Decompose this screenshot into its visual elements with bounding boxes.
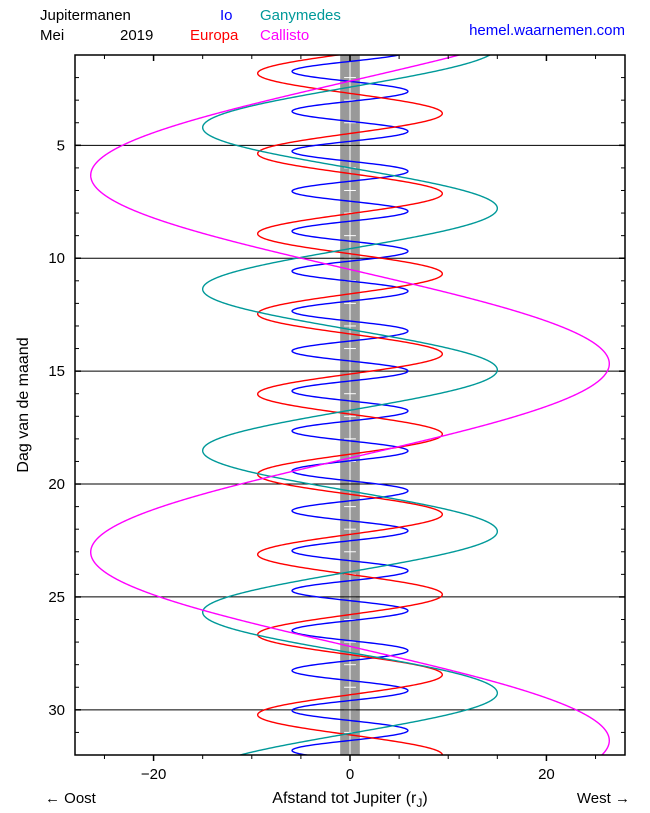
legend-io: Io <box>220 7 233 24</box>
arrow-east: ← Oost <box>45 790 97 807</box>
legend-callisto: Callisto <box>260 27 309 44</box>
ytick-label: 5 <box>57 137 65 154</box>
legend-ganymedes: Ganymedes <box>260 7 341 24</box>
ytick-label: 15 <box>48 363 65 380</box>
chart-background <box>0 0 650 813</box>
title-line1: Jupitermanen <box>40 7 131 24</box>
xtick-label: 0 <box>346 766 354 783</box>
xtick-label: 20 <box>538 766 555 783</box>
ytick-label: 20 <box>48 476 65 493</box>
arrow-west: West → <box>577 790 630 807</box>
y-axis-label: Dag van de maand <box>15 337 32 472</box>
ytick-label: 25 <box>48 589 65 606</box>
ytick-label: 10 <box>48 250 65 267</box>
legend-europa: Europa <box>190 27 239 44</box>
credit-link: hemel.waarnemen.com <box>469 22 625 39</box>
ytick-label: 30 <box>48 702 65 719</box>
jupiter-moons-chart: Jupitermanen Mei 2019 Io Ganymedes Europa Call… <box>0 0 650 813</box>
title-month: Mei <box>40 27 64 44</box>
title-year: 2019 <box>120 27 153 44</box>
xtick-label: −20 <box>141 766 166 783</box>
